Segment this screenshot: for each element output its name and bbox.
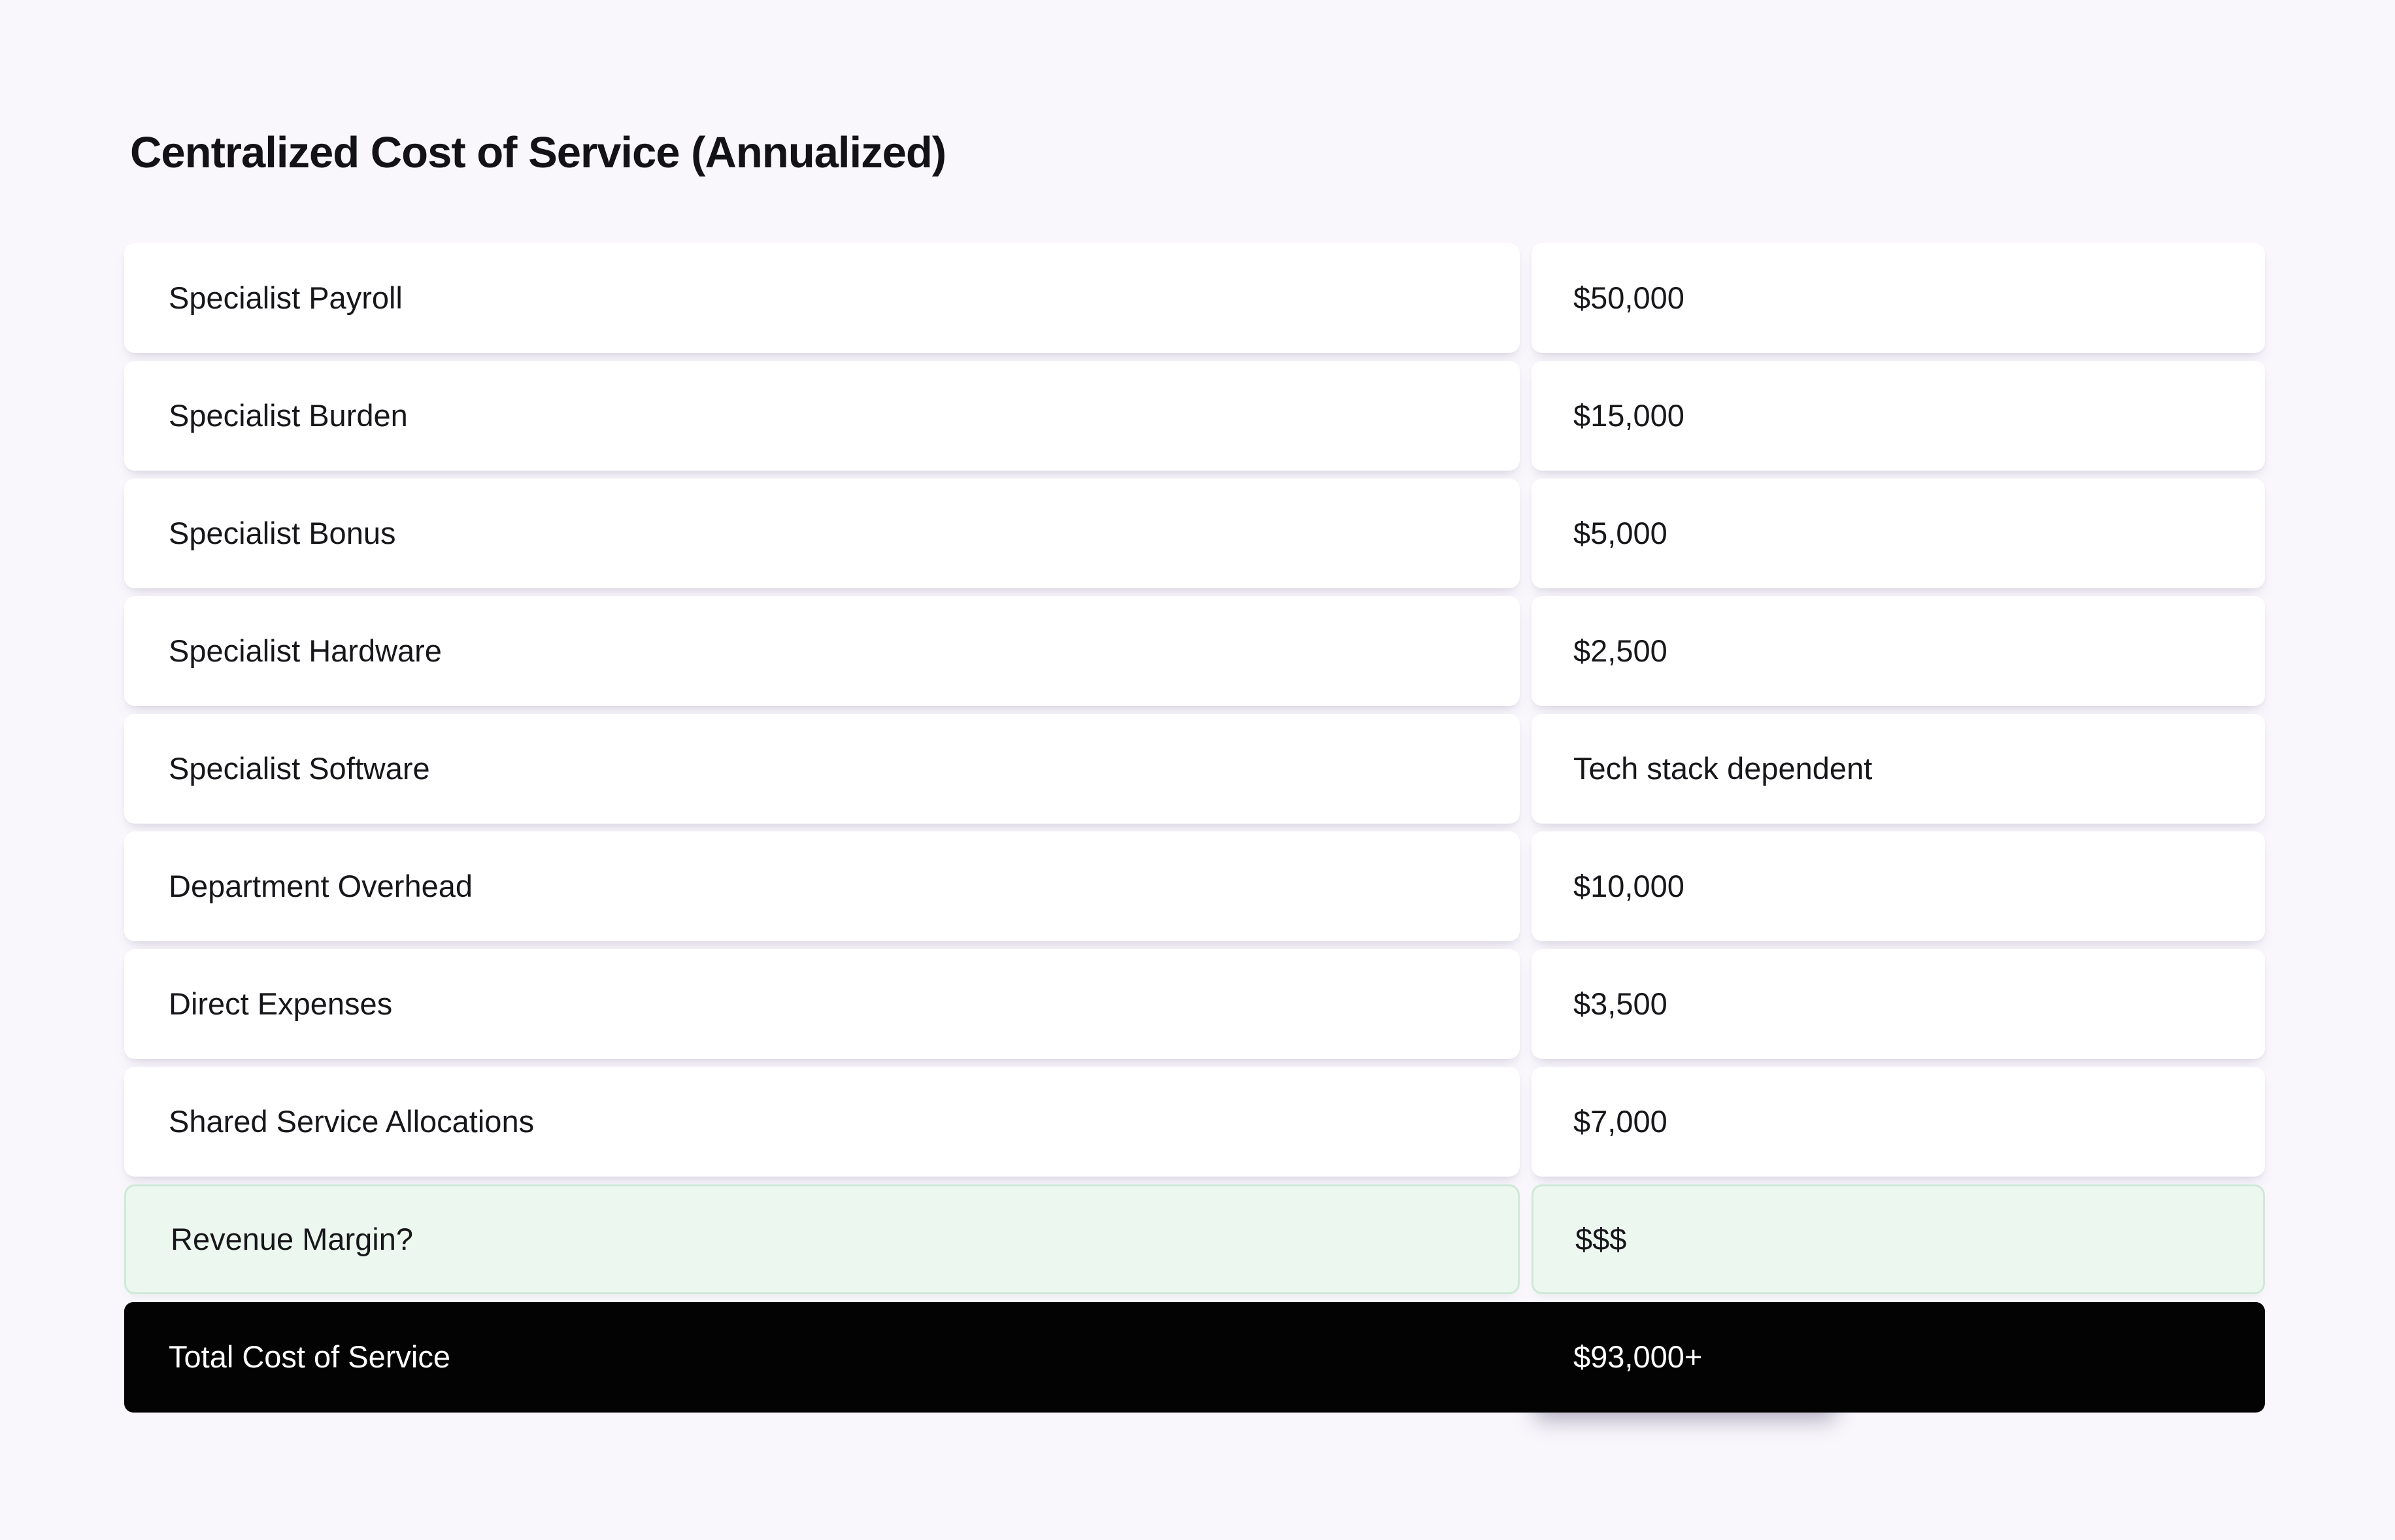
row-label: Specialist Hardware — [169, 633, 442, 668]
row-label: Specialist Bonus — [169, 515, 396, 550]
total-row: Total Cost of Service $93,000+ — [124, 1302, 2265, 1413]
row-label-card: Specialist Hardware — [124, 596, 1520, 706]
row-label-card: Revenue Margin? — [124, 1184, 1520, 1294]
row-label: Shared Service Allocations — [169, 1103, 535, 1139]
table-row: Specialist Bonus $5,000 — [124, 478, 2265, 588]
total-value-card: $93,000+ — [1532, 1302, 2265, 1413]
total-value: $93,000+ — [1573, 1339, 1703, 1375]
row-value-card: $50,000 — [1532, 243, 2265, 353]
row-value-card: $7,000 — [1532, 1067, 2265, 1177]
table-row: Specialist Payroll $50,000 — [124, 243, 2265, 353]
row-label: Direct Expenses — [169, 986, 393, 1021]
table-row: Specialist Burden $15,000 — [124, 361, 2265, 471]
row-label-card: Specialist Burden — [124, 361, 1520, 471]
table-row: Department Overhead $10,000 — [124, 831, 2265, 941]
row-label: Specialist Burden — [169, 397, 408, 433]
row-label-card: Specialist Bonus — [124, 478, 1520, 588]
total-label-card: Total Cost of Service — [124, 1302, 1520, 1413]
row-value: $5,000 — [1573, 515, 1667, 550]
page-title: Centralized Cost of Service (Annualized) — [130, 128, 946, 177]
row-value: $3,500 — [1573, 986, 1667, 1021]
row-label-card: Specialist Software — [124, 714, 1520, 824]
row-label-card: Specialist Payroll — [124, 243, 1520, 353]
table-row: Shared Service Allocations $7,000 — [124, 1067, 2265, 1177]
row-value-card: $2,500 — [1532, 596, 2265, 706]
row-value-card: Tech stack dependent — [1532, 714, 2265, 824]
row-value: $7,000 — [1573, 1103, 1667, 1139]
row-label-card: Shared Service Allocations — [124, 1067, 1520, 1177]
table-row: Specialist Hardware $2,500 — [124, 596, 2265, 706]
table-row-highlight: Revenue Margin? $$$ — [124, 1184, 2265, 1294]
total-label: Total Cost of Service — [169, 1339, 451, 1375]
row-value-card: $5,000 — [1532, 478, 2265, 588]
table-row: Specialist Software Tech stack dependent — [124, 714, 2265, 824]
total-row-wrap: Total Cost of Service $93,000+ — [124, 1302, 2265, 1413]
table-row: Direct Expenses $3,500 — [124, 949, 2265, 1059]
page: Centralized Cost of Service (Annualized)… — [124, 128, 2265, 1413]
row-value: $50,000 — [1573, 280, 1684, 315]
cost-table: Specialist Payroll $50,000 Specialist Bu… — [124, 243, 2265, 1413]
row-value: $2,500 — [1573, 633, 1667, 668]
row-value: $$$ — [1575, 1221, 1627, 1256]
row-label: Specialist Software — [169, 750, 430, 786]
row-value-card: $15,000 — [1532, 361, 2265, 471]
row-label: Revenue Margin? — [171, 1221, 413, 1256]
row-value-card: $$$ — [1532, 1184, 2265, 1294]
row-value: $10,000 — [1573, 868, 1684, 903]
row-label: Department Overhead — [169, 868, 473, 903]
row-label-card: Department Overhead — [124, 831, 1520, 941]
row-value: $15,000 — [1573, 397, 1684, 433]
row-value: Tech stack dependent — [1573, 750, 1873, 786]
row-value-card: $10,000 — [1532, 831, 2265, 941]
row-value-card: $3,500 — [1532, 949, 2265, 1059]
row-label: Specialist Payroll — [169, 280, 403, 315]
row-label-card: Direct Expenses — [124, 949, 1520, 1059]
